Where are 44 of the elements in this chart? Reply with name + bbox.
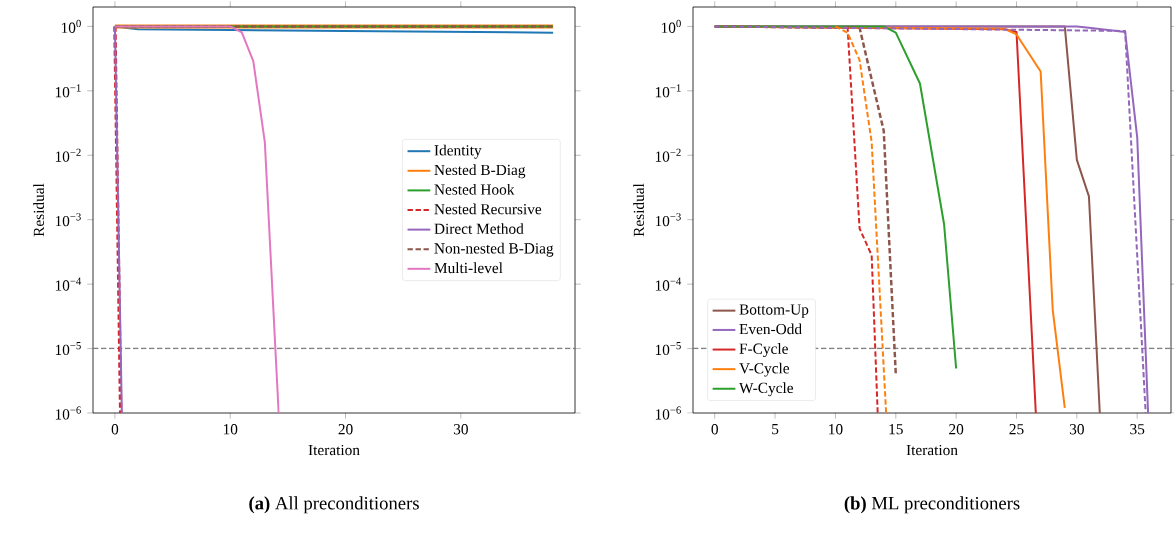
x-tick-label: 0 — [711, 424, 718, 435]
y-tick-label: 10$^{−6}$ — [655, 406, 681, 420]
y-axis-title: Residual — [633, 183, 645, 237]
y-tick-label: 10$^{−1}$ — [655, 84, 681, 98]
x-tick-label: 25 — [1009, 424, 1024, 435]
x-tick-label: 15 — [889, 424, 903, 435]
y-axis-title: Residual — [33, 183, 45, 237]
legend-label: Even-Odd — [739, 323, 802, 335]
y-tick-label: 10$^{−5}$ — [655, 342, 681, 356]
legend-label: Multi-level — [434, 262, 503, 274]
x-axis-title: Iteration — [906, 444, 958, 456]
y-tick-label: 10$^{−3}$ — [655, 213, 681, 227]
y-tick-label: 10$^{−2}$ — [55, 148, 81, 162]
x-tick-label: 30 — [453, 424, 468, 435]
y-tick-label: 10$^{−3}$ — [55, 213, 81, 227]
legend-label: F-Cycle — [739, 343, 788, 358]
y-tick-label: 10$^{−4}$ — [655, 277, 682, 291]
text: (a) All preconditioners — [249, 496, 419, 514]
y-tick-label: 10$^{−6}$ — [55, 406, 81, 420]
x-tick-label: 0 — [111, 424, 119, 435]
x-tick-label: 30 — [1069, 424, 1084, 435]
x-tick-label: 35 — [1130, 424, 1145, 435]
text: (b) ML preconditioners — [844, 496, 1020, 514]
legend-label: Nested Hook — [434, 183, 515, 195]
legend-label: Direct Method — [434, 223, 524, 234]
y-tick-label: 10$^{−4}$ — [55, 277, 82, 291]
legend-label: Nested B-Diag — [434, 164, 526, 179]
legend-label: Identity — [434, 144, 482, 159]
y-tick-label: 10$^{−2}$ — [655, 148, 681, 162]
x-tick-label: 20 — [338, 424, 353, 435]
y-tick-label: 10$^{−5}$ — [55, 342, 81, 356]
y-tick-label: 10$^{−1}$ — [55, 84, 81, 98]
x-tick-label: 10 — [829, 424, 843, 435]
x-axis-title: Iteration — [308, 444, 360, 456]
legend-label: W-Cycle — [739, 382, 794, 397]
legend-label: V-Cycle — [739, 362, 790, 377]
y-tick-label: 10$^{0}$ — [61, 19, 81, 33]
legend-label: Non-nested B-Diag — [434, 242, 554, 257]
x-tick-label: 5 — [772, 424, 779, 435]
x-tick-label: 20 — [949, 424, 964, 435]
legend-label: Nested Recursive — [434, 203, 542, 215]
legend-label: Bottom-Up — [739, 304, 809, 318]
x-tick-label: 10 — [223, 424, 238, 435]
y-tick-label: 10$^{0}$ — [661, 19, 681, 33]
